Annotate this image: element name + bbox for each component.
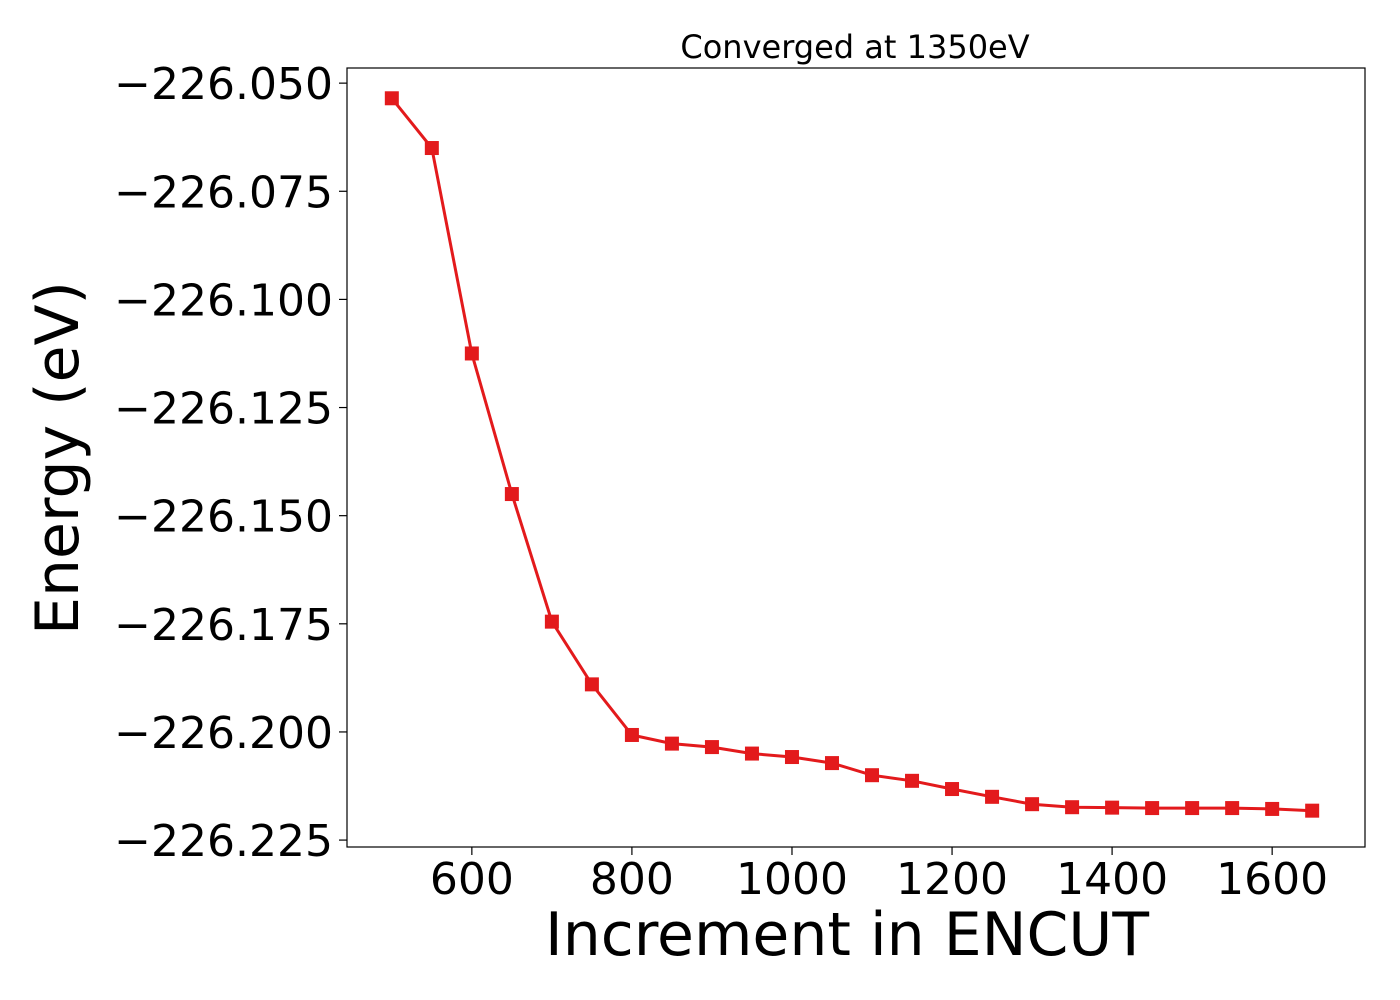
data-point <box>1225 801 1240 816</box>
series-layer <box>384 91 1320 818</box>
x-tick-label: 1600 <box>1216 854 1328 905</box>
y-tick-label: −226.075 <box>114 167 333 218</box>
x-tick-label: 1000 <box>736 854 848 905</box>
data-point <box>1185 801 1200 816</box>
data-point <box>584 677 599 692</box>
y-tick-label: −226.200 <box>114 708 333 759</box>
data-point <box>1145 801 1160 816</box>
data-point <box>424 141 439 156</box>
data-point <box>1105 800 1120 815</box>
data-point <box>664 736 679 751</box>
y-tick-label: −226.100 <box>114 275 333 326</box>
data-point <box>1065 800 1080 815</box>
data-point <box>624 727 639 742</box>
y-tick-label: −226.225 <box>114 816 333 867</box>
plot-frame <box>346 67 1366 848</box>
y-axis-title: Energy (eV) <box>23 281 93 635</box>
data-point <box>1305 803 1320 818</box>
x-axis: 600 800 1000 1200 1400 1600 <box>430 847 1328 905</box>
y-tick-label: −226.150 <box>114 492 333 543</box>
data-point <box>905 773 920 788</box>
x-tick-label: 1400 <box>1056 854 1168 905</box>
y-tick-label: −226.050 <box>114 59 333 110</box>
data-point <box>384 91 399 106</box>
data-point <box>865 768 880 783</box>
data-point <box>504 487 519 502</box>
chart-title: Converged at 1350eV <box>680 28 1029 66</box>
data-point <box>704 740 719 755</box>
data-point <box>544 614 559 629</box>
y-tick-label: −226.175 <box>114 600 333 651</box>
x-tick-label: 1200 <box>896 854 1008 905</box>
data-point <box>464 346 479 361</box>
x-tick-label: 600 <box>430 854 514 905</box>
y-axis: −226.050 −226.075 −226.100 −226.125 −226.150… <box>114 59 347 867</box>
series-line <box>390 97 1313 813</box>
data-point <box>945 782 960 797</box>
data-point <box>1025 797 1040 812</box>
y-tick-label: −226.125 <box>114 384 333 435</box>
data-point <box>824 756 839 771</box>
x-axis-title: Increment in ENCUT <box>545 900 1149 970</box>
x-tick-label: 800 <box>590 854 674 905</box>
data-point <box>985 789 1000 804</box>
data-point <box>784 750 799 765</box>
data-point <box>744 746 759 761</box>
data-point <box>1265 801 1280 816</box>
